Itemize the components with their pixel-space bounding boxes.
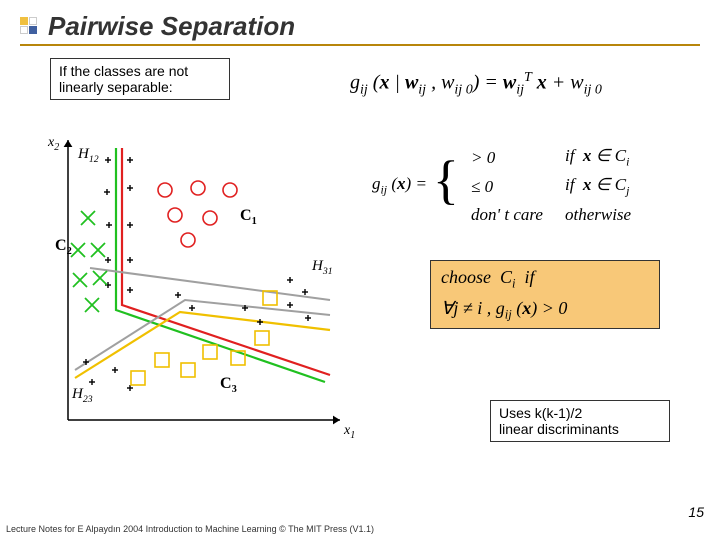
title-underline [20,44,700,46]
equation-gij-cases: gij (x) = { > 0if x ∈ Ci≤ 0if x ∈ Cjdon'… [370,140,641,231]
slide-title: Pairwise Separation [48,11,295,42]
title-bullet-icon [20,17,38,35]
pairwise-chart: x1 x2 H12 H23 H31 C1 C2 C3 [30,130,360,450]
svg-text:x1: x1 [343,423,355,441]
svg-text:C1: C1 [240,207,257,227]
uses-line-1: Uses k(k-1)/2 [499,405,661,421]
footer-citation: Lecture Notes for E Alpaydın 2004 Introd… [6,524,374,534]
svg-text:H31: H31 [311,258,333,277]
svg-text:C2: C2 [55,237,72,257]
slide-title-bar: Pairwise Separation [20,8,700,44]
equation-gij-def: gij (x | wij , wij 0) = wijT x + wij 0 [350,70,602,99]
svg-text:H12: H12 [77,146,99,165]
uses-line-2: linear discriminants [499,421,661,437]
uses-text-box: Uses k(k-1)/2 linear discriminants [490,400,670,442]
intro-text-box: If the classes are not linearly separabl… [50,58,230,100]
chart-svg: x1 x2 H12 H23 H31 C1 C2 C3 [30,130,360,450]
choose-rule-box: choose Ci if∀j ≠ i , gij (x) > 0 [430,260,660,329]
svg-text:C3: C3 [220,375,237,395]
svg-text:H23: H23 [71,386,93,405]
page-number: 15 [688,504,704,520]
intro-line-2: linearly separable: [59,79,221,95]
svg-text:x2: x2 [47,135,59,153]
intro-line-1: If the classes are not [59,63,221,79]
